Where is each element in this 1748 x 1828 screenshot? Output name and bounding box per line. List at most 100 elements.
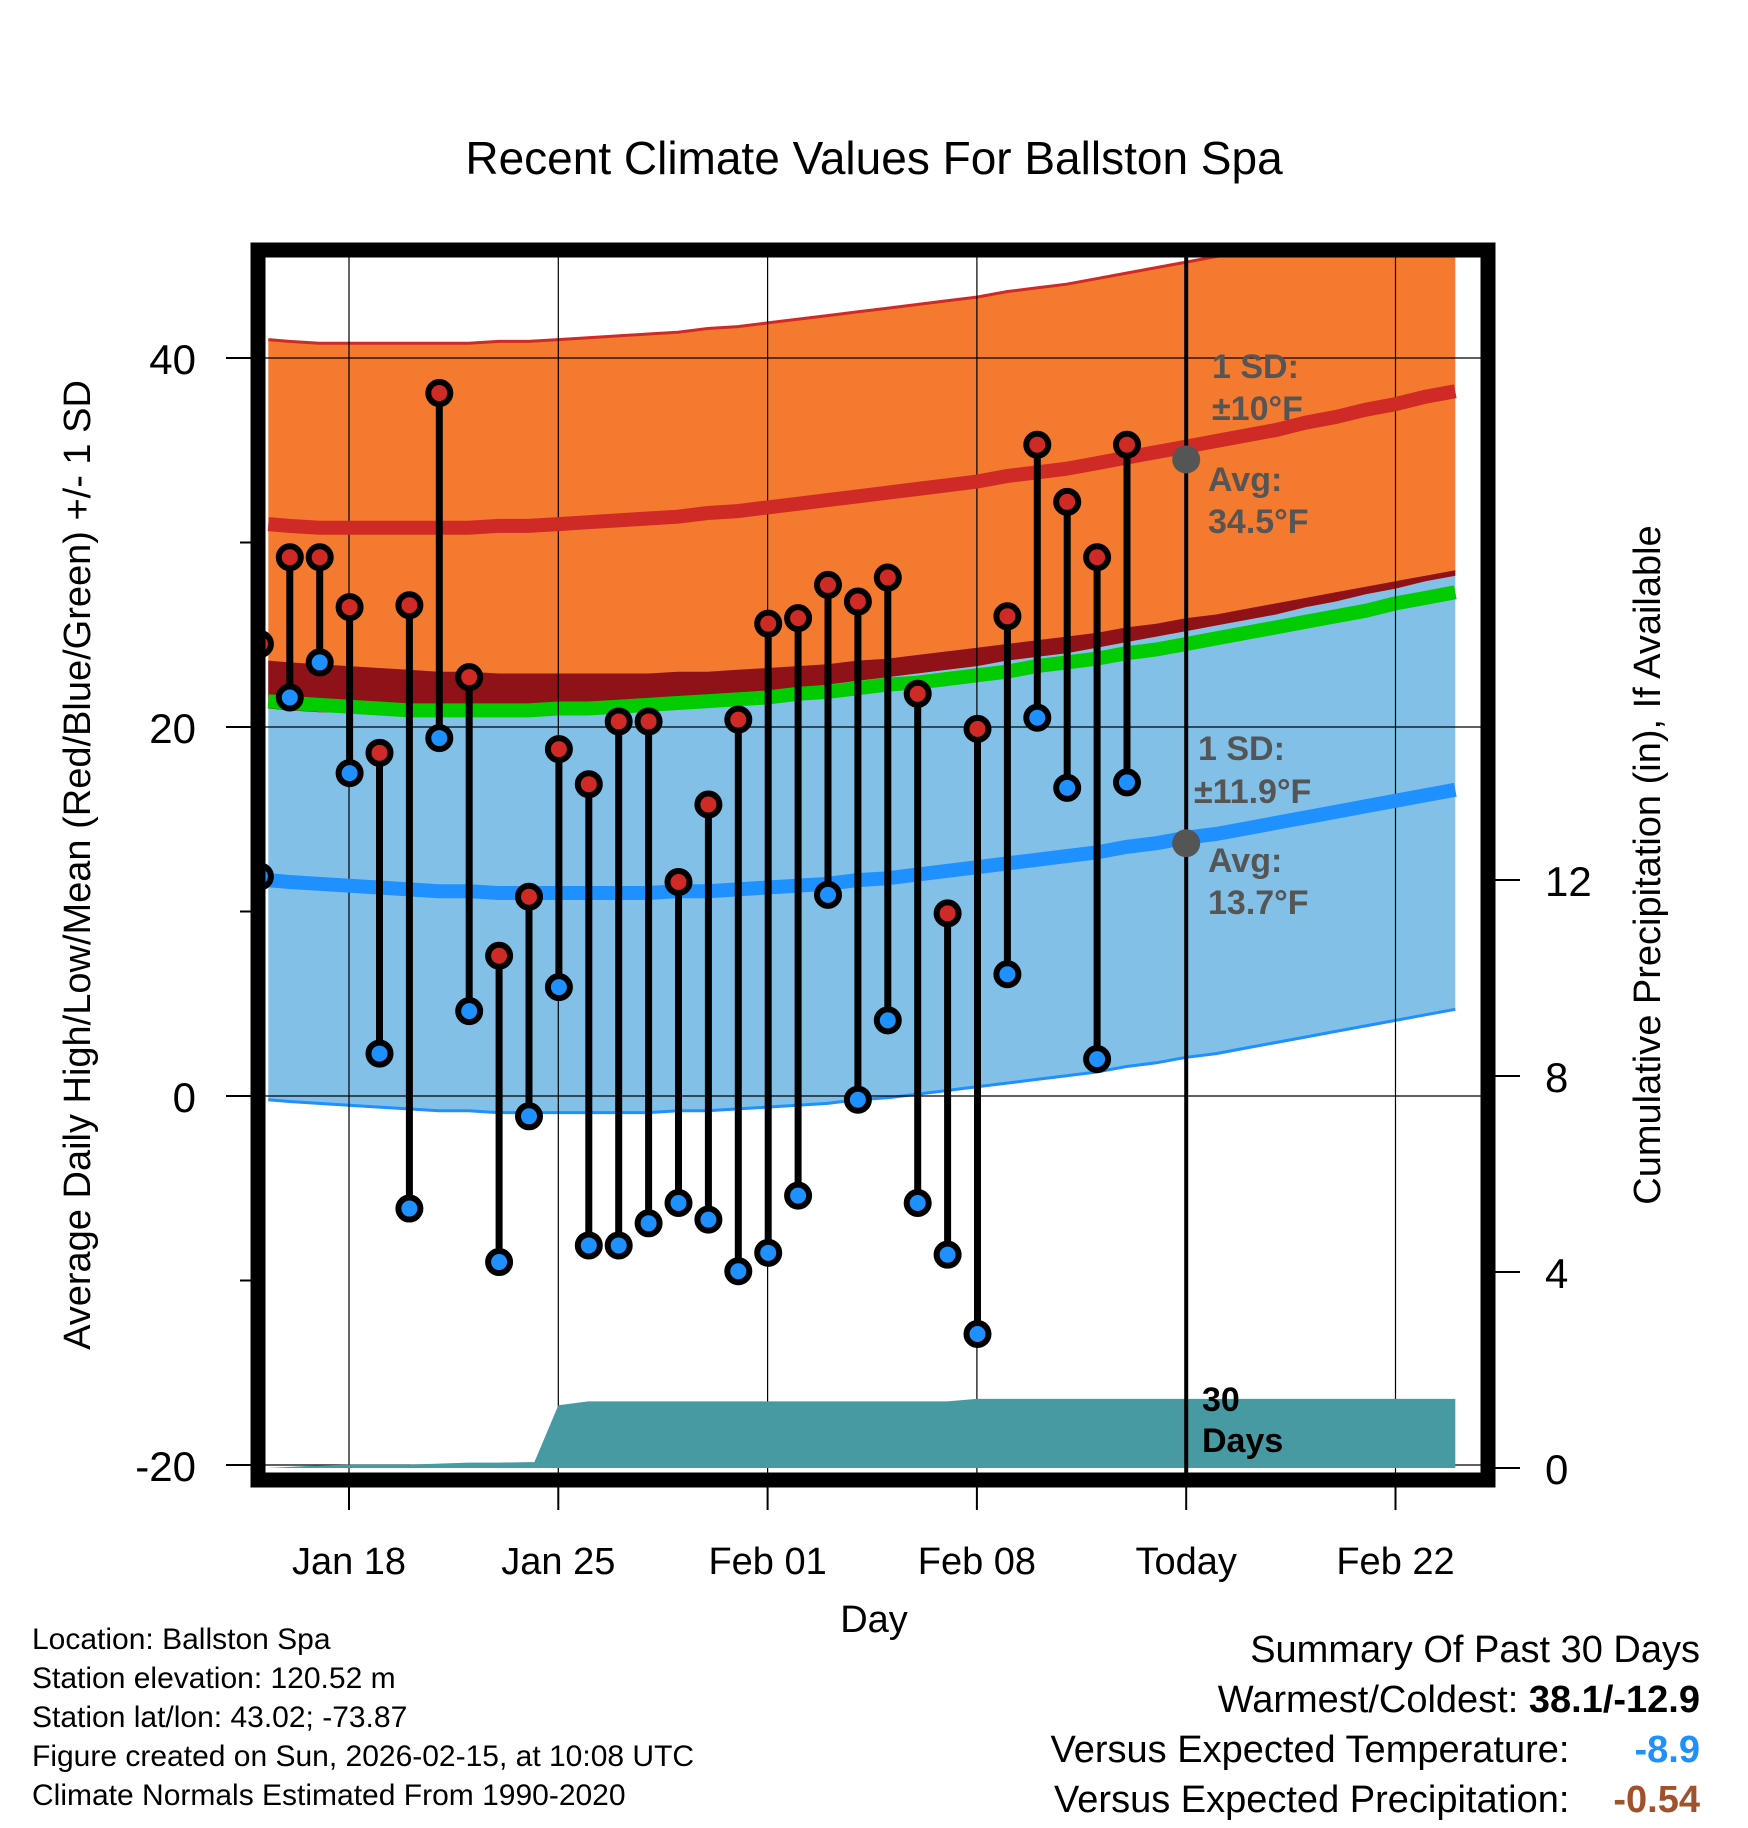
- x-tick-label: Feb 22: [1336, 1541, 1454, 1583]
- daily-low-point: [604, 1231, 633, 1260]
- daily-high-point: [455, 663, 484, 692]
- daily-low-point: [694, 1205, 723, 1234]
- daily-low-point: [1053, 773, 1082, 802]
- y-tick-label: 20: [149, 705, 196, 752]
- x-tick-label: Jan 25: [501, 1541, 615, 1583]
- daily-low-point: [903, 1189, 932, 1218]
- summary-panel: Summary Of Past 30 Days Warmest/Coldest:…: [1051, 1625, 1700, 1825]
- daily-low-point: [1023, 703, 1052, 732]
- annotation-high-sd-value: ±10°F: [1212, 390, 1303, 428]
- daily-low-point: [813, 880, 842, 909]
- x-tick-label: Feb 08: [918, 1541, 1036, 1583]
- temp-label: Versus Expected Temperature:: [1050, 1729, 1570, 1771]
- annotation-low-avg-label: Avg:: [1208, 842, 1282, 880]
- daily-high-point: [365, 738, 394, 767]
- daily-high-point: [1023, 430, 1052, 459]
- daily-high-point: [544, 735, 573, 764]
- daily-high-point: [634, 707, 663, 736]
- daily-high-point: [784, 604, 813, 633]
- annotation-low-avg-value: 13.7°F: [1208, 884, 1309, 922]
- daily-high-point: [485, 941, 514, 970]
- daily-low-point: [425, 724, 454, 753]
- daily-low-point: [365, 1039, 394, 1068]
- elevation-text: Station elevation: 120.52 m: [32, 1662, 396, 1695]
- summary-temp: Versus Expected Temperature: -8.9: [1051, 1725, 1700, 1775]
- x-axis-title: Day: [840, 1599, 908, 1641]
- daily-low-point: [275, 683, 304, 712]
- precip-area: [268, 1398, 1456, 1468]
- daily-low-point: [1083, 1045, 1112, 1074]
- daily-low-point: [993, 960, 1022, 989]
- station-info: Location: Ballston Spa Station elevation…: [32, 1620, 694, 1815]
- daily-low-point: [963, 1320, 992, 1349]
- daily-high-point: [275, 543, 304, 572]
- daily-high-point: [1083, 543, 1112, 572]
- y-tick-label: 0: [173, 1074, 196, 1121]
- daily-high-point: [754, 609, 783, 638]
- annotation-high-sd-label: 1 SD:: [1212, 348, 1299, 386]
- chart-title: Recent Climate Values For Ballston Spa: [465, 132, 1283, 184]
- daily-high-point: [843, 587, 872, 616]
- daily-high-point: [514, 882, 543, 911]
- y2-tick-label: 0: [1545, 1446, 1568, 1493]
- warm-cold-label: Warmest/Coldest:: [1217, 1679, 1519, 1721]
- daily-low-point: [933, 1240, 962, 1269]
- y-tick-label: 40: [149, 336, 196, 383]
- daily-high-point: [933, 899, 962, 928]
- daily-low-point: [784, 1181, 813, 1210]
- daily-high-point: [604, 707, 633, 736]
- today-high-avg-point: [1172, 445, 1201, 474]
- y-tick-label: -20: [135, 1443, 196, 1490]
- precip-label: Versus Expected Precipitation:: [1054, 1779, 1570, 1821]
- daily-high-point: [664, 867, 693, 896]
- latlon-text: Station lat/lon: 43.02; -73.87: [32, 1701, 408, 1734]
- daily-low-point: [574, 1231, 603, 1260]
- daily-high-point: [1112, 430, 1141, 459]
- summary-warm-cold: Warmest/Coldest: 38.1/-12.9: [1051, 1675, 1700, 1725]
- daily-high-point: [694, 790, 723, 819]
- y2-tick-label: 4: [1545, 1250, 1568, 1297]
- daily-low-point: [724, 1257, 753, 1286]
- daily-high-point: [963, 714, 992, 743]
- daily-high-point: [335, 593, 364, 622]
- daily-high-point: [305, 543, 334, 572]
- annotation-low-sd-value: ±11.9°F: [1194, 773, 1311, 811]
- daily-low-point: [843, 1085, 872, 1114]
- x-tick-label: Jan 18: [292, 1541, 406, 1583]
- daily-high-point: [993, 602, 1022, 631]
- overlap-band: [268, 570, 1456, 713]
- annotation-days-label: Days: [1202, 1422, 1283, 1460]
- plot-frame: [250, 242, 1496, 1488]
- daily-high-point: [813, 570, 842, 599]
- temp-anomaly-value: -8.9: [1634, 1729, 1700, 1771]
- annotation-days-count: 30: [1202, 1381, 1240, 1419]
- annotation-high-avg-label: Avg:: [1208, 461, 1282, 499]
- daily-high-point: [873, 563, 902, 592]
- high-sd-upper-edge: [268, 256, 1228, 345]
- daily-high-point: [903, 679, 932, 708]
- daily-low-point: [754, 1238, 783, 1267]
- y2-tick-label: 8: [1545, 1054, 1568, 1101]
- today-low-avg-point: [1172, 829, 1201, 858]
- daily-low-point: [544, 973, 573, 1002]
- summary-title: Summary Of Past 30 Days: [1250, 1629, 1700, 1671]
- precip-anomaly-value: -0.54: [1613, 1779, 1700, 1821]
- normal-high-line: [267, 384, 1457, 535]
- daily-low-point: [455, 997, 484, 1026]
- normals-text: Climate Normals Estimated From 1990-2020: [32, 1779, 626, 1812]
- daily-high-point: [574, 770, 603, 799]
- annotation-low-sd-label: 1 SD:: [1198, 730, 1285, 768]
- daily-low-point: [634, 1209, 663, 1238]
- x-tick-label: Today: [1135, 1541, 1236, 1583]
- daily-low-point: [514, 1102, 543, 1131]
- summary-precip: Versus Expected Precipitation: -0.54: [1051, 1775, 1700, 1825]
- daily-high-point: [1053, 487, 1082, 516]
- x-tick-label: Feb 01: [708, 1541, 826, 1583]
- daily-high-point: [724, 705, 753, 734]
- daily-low-point: [395, 1194, 424, 1223]
- daily-low-point: [664, 1189, 693, 1218]
- daily-low-point: [873, 1006, 902, 1035]
- daily-high-point: [395, 591, 424, 620]
- daily-low-point: [335, 759, 364, 788]
